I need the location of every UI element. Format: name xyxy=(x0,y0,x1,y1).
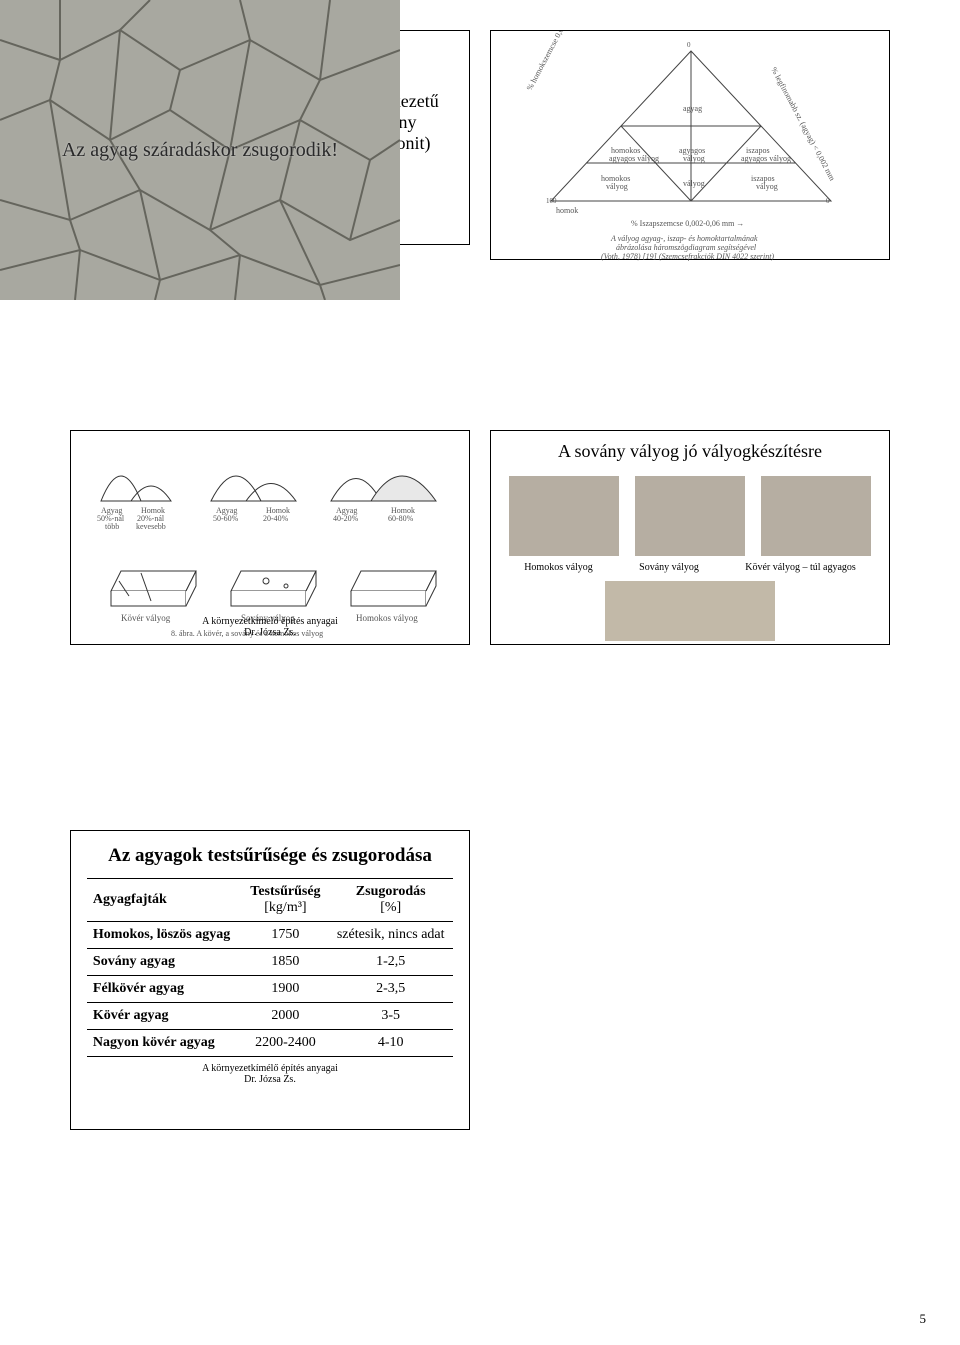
svg-text:agyag: agyag xyxy=(683,104,702,113)
svg-text:(Voth, 1978) [19] (Szemcsefrak: (Voth, 1978) [19] (Szemcsefrakciók DIN 4… xyxy=(601,252,774,261)
col-testsuruseg: Testsűrűség [kg/m³] xyxy=(243,878,329,921)
svg-text:agyagos vályog: agyagos vályog xyxy=(609,154,659,163)
panel5-footer: A környezetkímélő építés anyagai Dr. Józ… xyxy=(71,1057,469,1085)
panel5-title: Az agyagok testsűrűsége és zsugorodása xyxy=(71,831,469,878)
panel4-thumbs xyxy=(491,476,889,562)
panel-triangle-diagram: agyag homokosagyagos vályog agyagosvályo… xyxy=(490,30,890,260)
svg-text:% homokszemcse 0,06-2mm: % homokszemcse 0,06-2mm xyxy=(525,31,577,92)
footer-line2: Dr. Józsa Zs. xyxy=(71,1074,469,1085)
footer-line1: A környezetkímélő építés anyagai xyxy=(71,1063,469,1074)
label-homokos: Homokos vályog xyxy=(524,562,593,573)
svg-text:vályog: vályog xyxy=(756,182,778,191)
page-number: 5 xyxy=(920,1311,927,1327)
thumb-hand xyxy=(605,581,775,641)
clay-table: Agyagfajták Testsűrűség [kg/m³] Zsugorod… xyxy=(87,878,453,1057)
ternary-diagram: agyag homokosagyagos vályog agyagosvályo… xyxy=(491,31,889,259)
svg-text:40-20%: 40-20% xyxy=(333,514,359,523)
svg-text:kevesebb: kevesebb xyxy=(136,522,166,531)
panel-density-table: Az agyagok testsűrűsége és zsugorodása A… xyxy=(70,830,470,1130)
svg-text:vályog: vályog xyxy=(683,179,705,188)
col-zsugorodas: Zsugorodás [%] xyxy=(328,878,453,921)
thumb-homokos xyxy=(509,476,619,556)
overlay-text: Az agyag száradáskor zsugorodik! xyxy=(62,139,338,162)
label-kover: Kövér vályog – túl agyagos xyxy=(745,562,856,573)
svg-text:agyagos vályog: agyagos vályog xyxy=(741,154,791,163)
table-row: Félkövér agyag 1900 2-3,5 xyxy=(87,975,453,1002)
svg-text:100: 100 xyxy=(546,197,557,205)
svg-text:A vályog agyag-, iszap- és hom: A vályog agyag-, iszap- és homoktartalmá… xyxy=(610,234,758,243)
svg-text:vályog: vályog xyxy=(606,182,628,191)
thumb-kover xyxy=(761,476,871,556)
footer-line2: Dr. Józsa Zs. xyxy=(71,627,469,638)
table-row: Homokos, löszös agyag 1750 szétesik, nin… xyxy=(87,921,453,948)
thumb-sovany xyxy=(635,476,745,556)
panel4-title: A sovány vályog jó vályogkészítésre xyxy=(491,431,889,476)
footer-line1: A környezetkímélő építés anyagai xyxy=(71,616,469,627)
svg-text:% Iszapszemcse 0,002-0,06 mm →: % Iszapszemcse 0,002-0,06 mm → xyxy=(631,219,744,228)
table-header-row: Agyagfajták Testsűrűség [kg/m³] Zsugorod… xyxy=(87,878,453,921)
svg-text:60-80%: 60-80% xyxy=(388,514,414,523)
svg-text:több: több xyxy=(105,522,119,531)
panel-clay-types-sketch: Agyag50%-náltöbb Homok20%-nálkevesebb Ag… xyxy=(70,430,470,645)
table-row: Nagyon kövér agyag 2200-2400 4-10 xyxy=(87,1029,453,1056)
svg-text:homok: homok xyxy=(556,206,578,215)
svg-text:vályog: vályog xyxy=(683,154,705,163)
col-agyagfajtak: Agyagfajták xyxy=(87,878,243,921)
svg-text:50-60%: 50-60% xyxy=(213,514,239,523)
panel-cracked-mud: Az agyag száradáskor zsugorodik! xyxy=(0,0,400,300)
table-row: Kövér agyag 2000 3-5 xyxy=(87,1002,453,1029)
table-row: Sovány agyag 1850 1-2,5 xyxy=(87,948,453,975)
svg-text:0: 0 xyxy=(687,41,691,49)
panel3-footer: A környezetkímélő építés anyagai Dr. Józ… xyxy=(71,616,469,638)
svg-text:% legfinomabb sz. (agyag) < 0,: % legfinomabb sz. (agyag) < 0,002 mm xyxy=(769,66,837,183)
cracked-mud-image: Az agyag száradáskor zsugorodik! xyxy=(0,0,400,300)
panel4-labels: Homokos vályog Sovány vályog Kövér vályo… xyxy=(491,562,889,581)
svg-text:0: 0 xyxy=(826,197,830,205)
svg-text:ábrázolása háromszögdiagram se: ábrázolása háromszögdiagram segítségével xyxy=(616,243,757,252)
clay-sketch: Agyag50%-náltöbb Homok20%-nálkevesebb Ag… xyxy=(71,431,469,644)
svg-text:20-40%: 20-40% xyxy=(263,514,289,523)
label-sovany: Sovány vályog xyxy=(639,562,699,573)
panel4-thumb-bottom xyxy=(491,581,889,641)
panel-sovany-valyog: A sovány vályog jó vályogkészítésre Homo… xyxy=(490,430,890,645)
